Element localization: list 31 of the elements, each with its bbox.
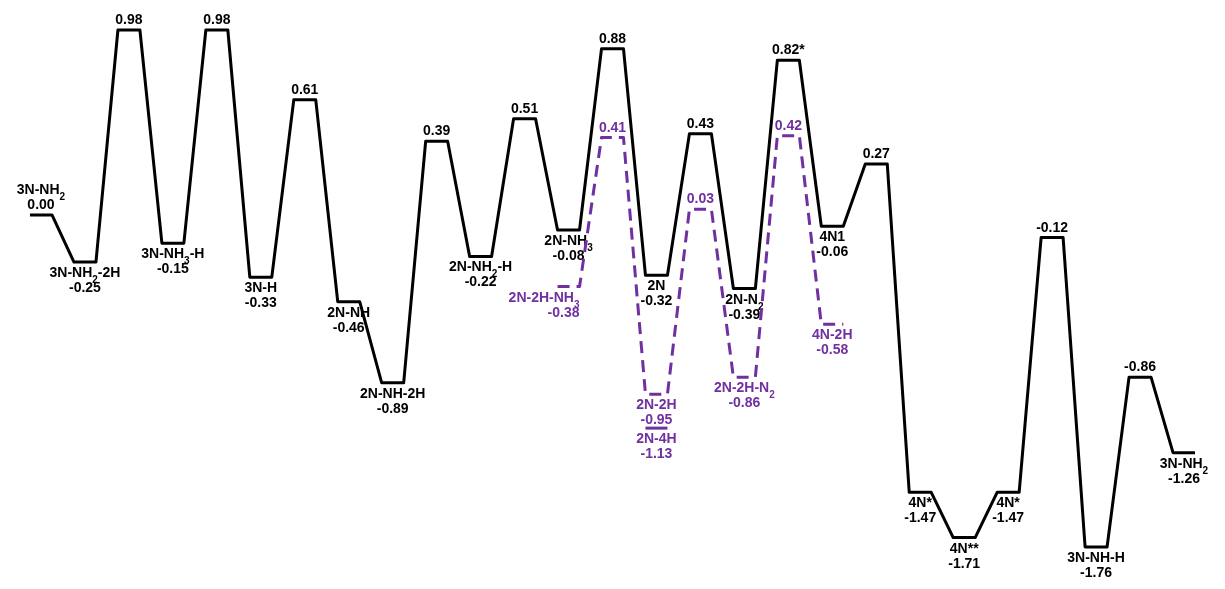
data-label: 0.61 [291,80,319,97]
data-label: 0.39 [423,122,451,139]
data-label: 3N-NH$_{2}$ -1.26 [1159,454,1209,486]
data-label: 2N-NH$_{2}$-H -0.22 [449,258,513,290]
data-label: -0.12 [1036,218,1069,235]
data-label: 4N* -1.47 [992,494,1025,526]
data-label: -0.86 [1124,358,1157,375]
data-label: 4N** -1.71 [948,539,981,571]
data-label: 0.51 [510,99,539,116]
data-label: 0.43 [686,114,715,131]
data-label: 2N-4H -1.13 [636,430,677,462]
data-label: 2N-2H -0.95 [636,396,677,428]
data-label: 4N-2H -0.58 [812,326,853,358]
data-label: 4N1 -0.06 [816,228,849,260]
data-label: 0.82* [772,41,806,58]
data-label: 2N-NH$_{3}$ -0.08 [544,232,594,264]
data-label: 3N-NH-H -1.76 [1067,549,1125,580]
data-label: 2N-2H-NH$_{3}$ -0.38 [508,288,580,320]
data-label: 2N-2H-N$_{2}$ -0.86 [713,379,776,411]
data-label: 0.98 [203,11,231,27]
data-label: 2N -0.32 [640,277,673,309]
data-label: 3N-H -0.33 [244,279,278,311]
data-label: 0.27 [862,144,891,161]
data-label: 2N-NH-2H -0.89 [360,384,426,416]
data-label: 0.42 [774,116,803,133]
data-label: 0.98 [115,11,143,27]
data-label: 0.03 [686,190,715,207]
data-label: 4N* -1.47 [904,494,937,526]
data-label: 0.41 [598,118,627,135]
data-label: 3N-NH$_{2}$ 0.00 [16,180,66,212]
data-label: 0.88 [598,29,627,46]
